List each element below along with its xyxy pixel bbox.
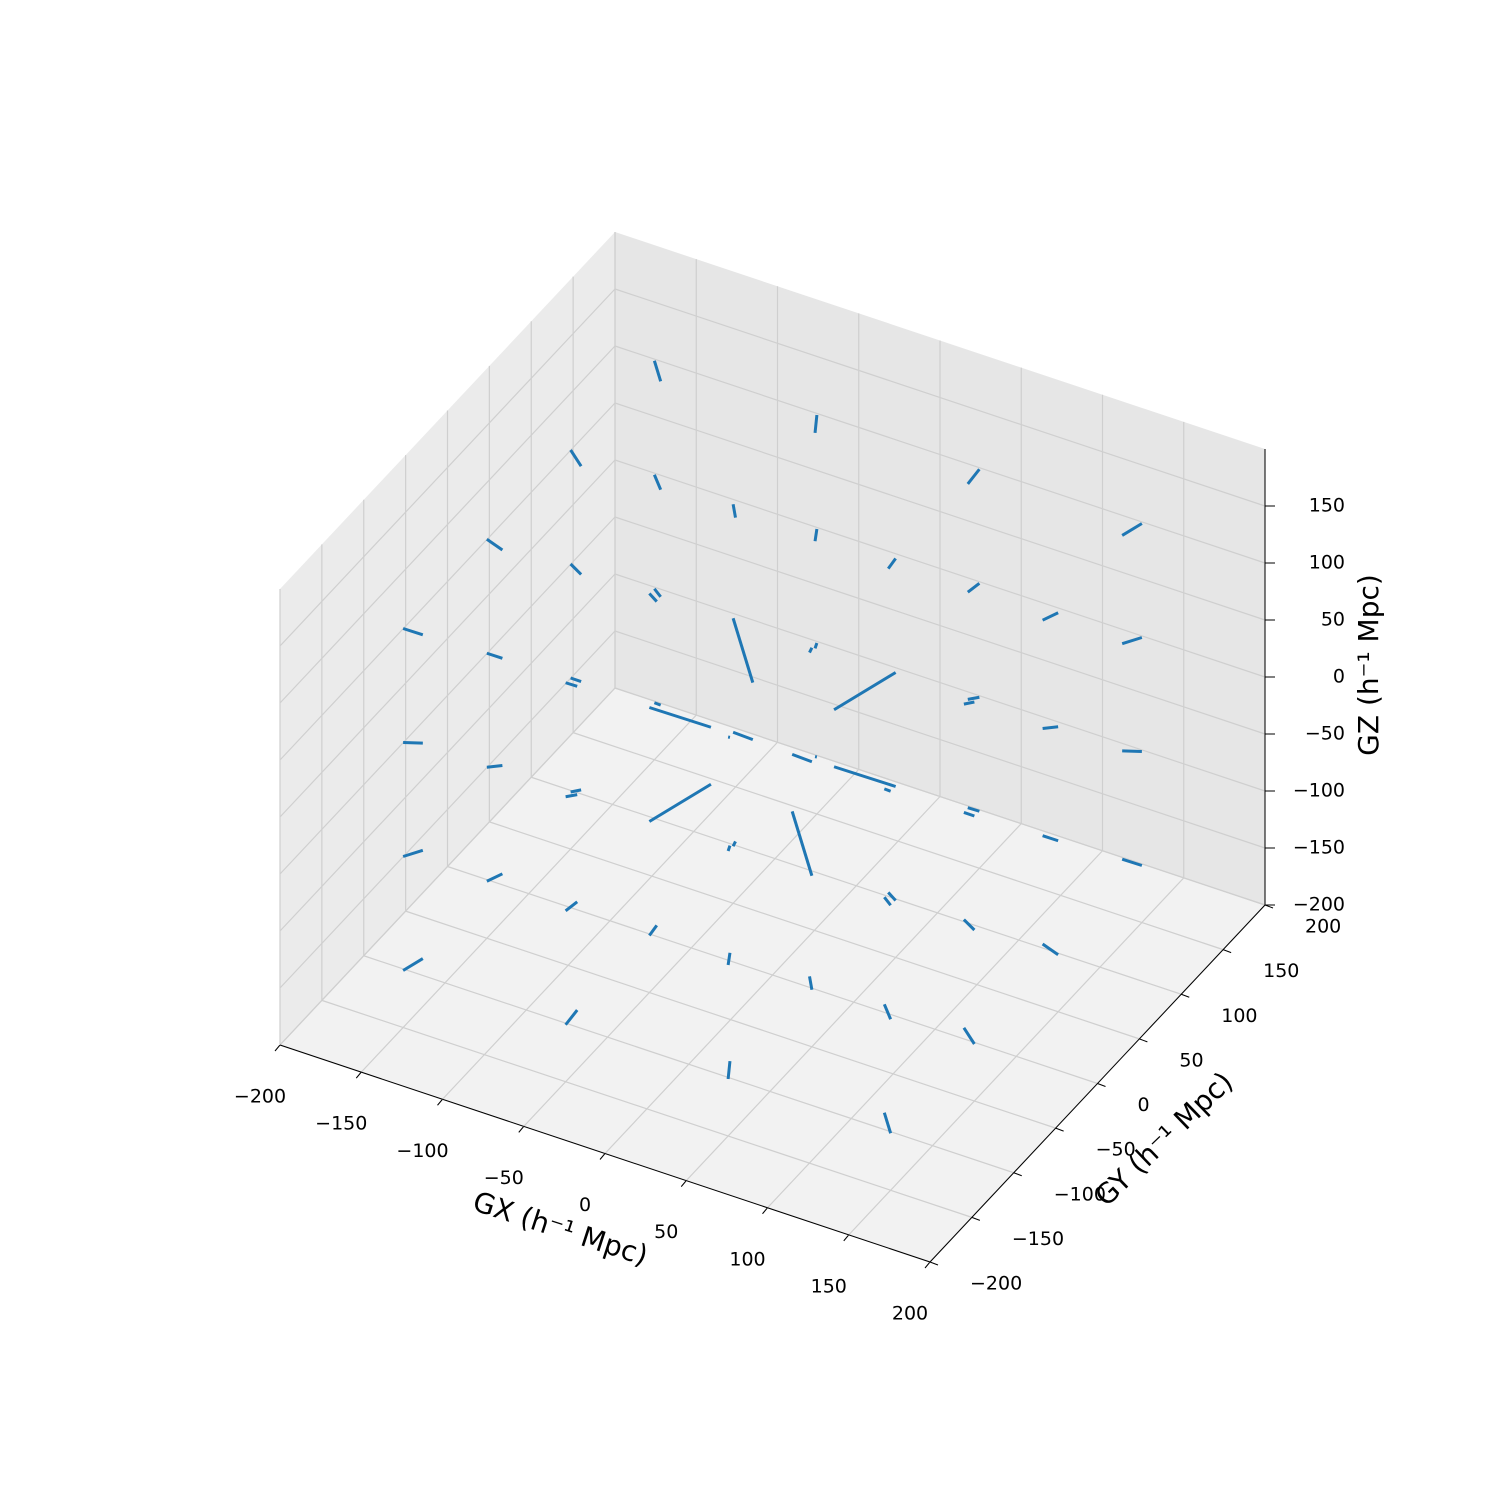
x-tick xyxy=(519,1126,524,1132)
y-tick xyxy=(1056,1128,1064,1131)
y-tick-label: 150 xyxy=(1263,960,1299,982)
x-tick-label: −100 xyxy=(396,1140,448,1162)
z-axis-title: GZ (h⁻¹ Mpc) xyxy=(1352,574,1385,756)
arrow xyxy=(810,648,812,653)
y-tick xyxy=(1014,1173,1022,1176)
y-tick-label: −150 xyxy=(1012,1228,1064,1250)
x-tick xyxy=(438,1099,443,1105)
x-tick xyxy=(356,1072,361,1078)
x-tick-label: 0 xyxy=(579,1194,591,1216)
arrow xyxy=(1043,727,1059,729)
x-tick xyxy=(600,1154,605,1160)
z-tick-label: 0 xyxy=(1333,666,1345,688)
z-tick-label: 100 xyxy=(1309,552,1345,574)
x-tick xyxy=(275,1045,280,1051)
y-tick-label: 200 xyxy=(1305,916,1341,938)
arrow xyxy=(815,415,817,433)
y-tick xyxy=(1139,1039,1147,1042)
z-tick-label: 50 xyxy=(1321,609,1345,631)
arrow xyxy=(733,841,735,846)
x-tick-label: −50 xyxy=(484,1167,524,1189)
y-tick-label: 100 xyxy=(1221,1005,1257,1027)
arrow xyxy=(964,702,974,704)
arrow xyxy=(487,765,503,767)
y-tick-label: 50 xyxy=(1179,1049,1203,1071)
arrow xyxy=(815,529,817,541)
x-tick-label: −150 xyxy=(315,1113,367,1135)
arrow xyxy=(403,743,423,744)
x-tick xyxy=(844,1235,849,1241)
x-tick-label: −200 xyxy=(234,1086,286,1108)
arrow xyxy=(728,1061,730,1079)
arrow xyxy=(566,795,578,797)
x-tick-label: 100 xyxy=(729,1248,765,1270)
arrow xyxy=(815,643,817,648)
x-tick-label: 200 xyxy=(892,1303,928,1325)
x-tick xyxy=(925,1262,930,1268)
arrow xyxy=(968,697,980,699)
arrow xyxy=(728,953,730,965)
plot-area: −200−150−100−50050100150200−200−150−100−… xyxy=(234,232,1345,1325)
arrow xyxy=(728,846,730,851)
y-tick xyxy=(972,1217,980,1220)
y-tick-label: −200 xyxy=(970,1273,1022,1295)
y-tick xyxy=(1181,994,1189,997)
z-tick-label: 150 xyxy=(1309,495,1345,517)
z-tick-label: −50 xyxy=(1305,723,1345,745)
z-tick-label: −200 xyxy=(1293,894,1345,916)
z-tick-label: −100 xyxy=(1293,780,1345,802)
arrow xyxy=(1122,751,1142,752)
z-tick-label: −150 xyxy=(1293,837,1345,859)
x-tick-label: 150 xyxy=(811,1275,847,1297)
y-tick-label: 0 xyxy=(1138,1094,1150,1116)
x-tick xyxy=(681,1181,686,1187)
y-tick xyxy=(1098,1084,1106,1087)
x-axis-title: GX (h⁻¹ Mpc) xyxy=(469,1185,652,1273)
x-tick-label: 50 xyxy=(654,1221,678,1243)
y-tick xyxy=(930,1262,938,1265)
x-tick xyxy=(763,1208,768,1214)
arrow xyxy=(571,790,581,792)
y-tick xyxy=(1223,950,1231,953)
